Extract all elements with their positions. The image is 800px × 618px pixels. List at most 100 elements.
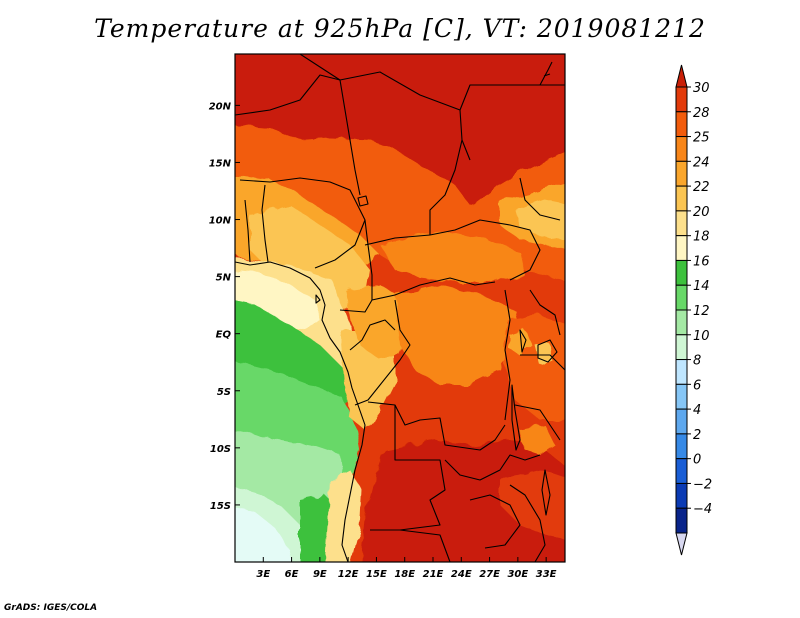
colorbar-label: 6	[693, 378, 701, 393]
x-tick-label: 6E	[285, 569, 299, 580]
border-togo	[244, 199, 251, 263]
field-sahara-30	[235, 54, 565, 205]
lake-chad	[357, 195, 369, 207]
chart-title: Temperature at 925hPa [C], VT: 201908121…	[94, 14, 706, 43]
border-namibia-botswana	[399, 529, 451, 562]
colorbar-swatch	[675, 136, 688, 162]
x-tick-label: 21E	[423, 569, 444, 580]
border-southsudan	[429, 219, 541, 281]
border-egypt-sudan	[459, 84, 565, 111]
colorbar-label: 24	[693, 155, 710, 170]
colorbar-label: 14	[693, 279, 710, 294]
lake-victoria	[537, 339, 558, 363]
colorbar-swatch	[675, 185, 688, 212]
colorbar-swatch	[675, 111, 688, 138]
border-cameroon	[364, 219, 373, 300]
plot-frame	[234, 53, 566, 563]
colorbar-swatch	[675, 383, 688, 410]
colorbar-label: 2	[693, 428, 701, 443]
colorbar-swatch	[675, 482, 688, 509]
colorbar-swatch	[675, 86, 688, 113]
country-borders	[235, 54, 565, 562]
colorbar-label: 30	[693, 81, 710, 96]
lake-albert	[519, 329, 527, 353]
lake-tanganyika	[511, 384, 521, 451]
border-uganda-kenya	[529, 289, 561, 336]
colorbar-label: 12	[693, 304, 710, 319]
x-tick-label: 30E	[507, 569, 528, 580]
border-car-south	[371, 277, 496, 301]
field-car-24	[380, 232, 525, 282]
y-tick-label: 20N	[209, 101, 232, 112]
coastline-west-africa	[235, 261, 366, 562]
colorbar-swatch	[675, 359, 688, 385]
border-nigeria	[239, 177, 366, 269]
field-atlantic-8	[235, 506, 291, 562]
border-zimbabwe	[469, 494, 521, 549]
colorbar-label: 18	[693, 230, 710, 245]
colorbar-swatch	[675, 235, 688, 261]
colorbar-label: 25	[693, 131, 710, 146]
colorbar-swatch	[675, 259, 688, 286]
colorbar-label: 28	[693, 106, 710, 121]
map-plot-area	[235, 54, 565, 562]
border-angola	[370, 405, 446, 531]
x-tick-label: 15E	[366, 569, 387, 580]
red-sea-coast	[539, 61, 553, 86]
y-tick-label: 10N	[209, 216, 232, 227]
colorbar-swatch	[675, 433, 688, 460]
x-tick-label: 33E	[536, 569, 557, 580]
lake-malawi	[541, 469, 551, 516]
y-tick-label: 10S	[210, 444, 231, 455]
y-tick-label: EQ	[216, 330, 232, 341]
colorbar-swatch	[675, 160, 688, 187]
colorbar-label: 0	[693, 453, 701, 468]
colorbar-cap-top	[675, 64, 688, 88]
y-tick-label: 15S	[210, 501, 231, 512]
field-highlands-spot-2	[535, 342, 552, 365]
colorbar-swatch	[675, 507, 688, 534]
x-tick-label: 24E	[451, 569, 472, 580]
colorbar-label: 16	[693, 254, 710, 269]
border-zambia	[444, 454, 541, 481]
border-drc-west	[354, 299, 411, 406]
coastline-bioko	[315, 294, 321, 304]
border-drc-south	[367, 401, 506, 451]
colorbar-label: 8	[693, 354, 701, 369]
x-tick-label: 9E	[313, 569, 327, 580]
colorbar-cap-bottom	[675, 532, 688, 556]
field-congo-basin	[395, 285, 520, 385]
colorbar-swatch	[675, 309, 688, 336]
field-cameroon-20	[250, 205, 370, 310]
colorbar-label: 20	[693, 205, 710, 220]
colorbar-swatch	[675, 210, 688, 237]
border-chad-sudan	[429, 139, 463, 235]
border-benin	[261, 184, 269, 263]
credit-label: GrADS: IGES/COLA	[4, 603, 98, 613]
y-tick-label: 5N	[216, 273, 232, 284]
x-tick-label: 27E	[479, 569, 500, 580]
border-sudan-ethiopia	[519, 177, 561, 221]
border-niger-algeria	[235, 74, 341, 116]
border-drc-east	[504, 289, 511, 421]
colorbar-label: 10	[693, 329, 710, 344]
colorbar-swatch	[675, 458, 688, 484]
border-gabon-congo	[339, 299, 396, 351]
field-tanzania-spot	[520, 425, 555, 455]
border-tanzania	[514, 354, 565, 441]
colorbar-label: −2	[693, 477, 712, 492]
colorbar-label: 22	[693, 180, 710, 195]
border-car-north	[364, 234, 431, 246]
field-angola-coast-18	[325, 470, 362, 562]
colorbar-swatch	[675, 284, 688, 311]
y-tick-label: 5S	[217, 387, 231, 398]
x-tick-label: 3E	[256, 569, 270, 580]
colorbar-label: −4	[693, 502, 712, 517]
colorbar-swatch	[675, 408, 688, 435]
y-tick-label: 15N	[209, 158, 232, 169]
x-tick-label: 12E	[338, 569, 359, 580]
border-mozambique	[509, 484, 546, 562]
colorbar-swatch	[675, 334, 688, 361]
